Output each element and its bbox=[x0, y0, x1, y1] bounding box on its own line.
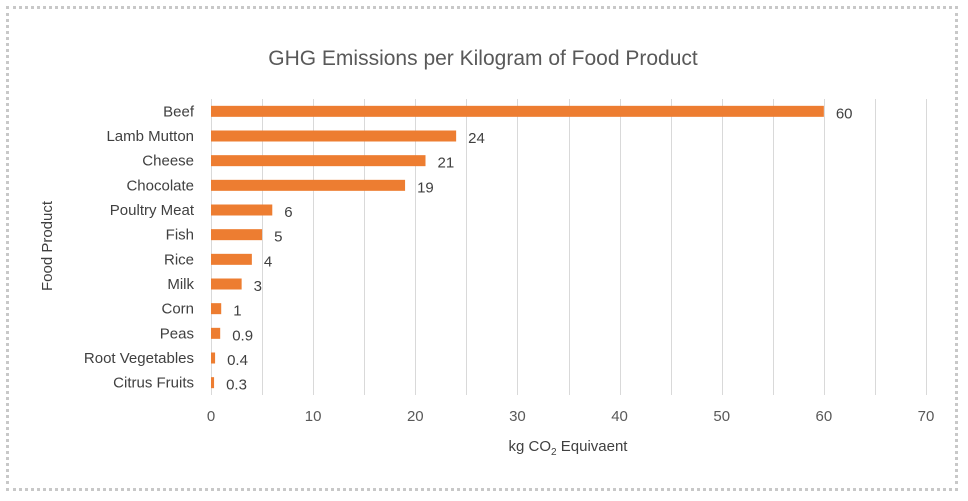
category-label: Citrus Fruits bbox=[113, 375, 194, 392]
category-label: Cheese bbox=[142, 153, 194, 170]
bar bbox=[211, 155, 426, 167]
bar bbox=[211, 352, 216, 364]
data-label: 21 bbox=[438, 155, 455, 172]
data-label: 5 bbox=[274, 229, 282, 246]
data-label: 4 bbox=[264, 253, 272, 270]
bar bbox=[211, 204, 273, 216]
category-label: Milk bbox=[167, 276, 194, 293]
data-label: 24 bbox=[468, 130, 485, 147]
data-label: 0.3 bbox=[226, 377, 247, 394]
bars bbox=[211, 105, 824, 389]
data-label: 0.9 bbox=[232, 327, 253, 344]
y-axis-title: Food Product bbox=[39, 200, 56, 291]
x-axis-title-pre: kg CO bbox=[509, 438, 552, 455]
bar bbox=[211, 130, 457, 142]
bar bbox=[211, 377, 215, 389]
category-label: Corn bbox=[161, 301, 194, 318]
x-tick-label: 50 bbox=[713, 408, 730, 425]
data-label: 1 bbox=[233, 303, 241, 320]
data-label: 3 bbox=[254, 278, 262, 295]
x-axis-title: kg CO2 Equivaent bbox=[509, 438, 629, 458]
bar bbox=[211, 253, 252, 265]
category-label: Peas bbox=[160, 325, 194, 342]
chart-frame bbox=[6, 6, 958, 491]
data-label: 60 bbox=[836, 105, 853, 122]
x-tick-label: 20 bbox=[407, 408, 424, 425]
x-tick-label: 10 bbox=[305, 408, 322, 425]
x-tick-label: 60 bbox=[816, 408, 833, 425]
x-tick-label: 40 bbox=[611, 408, 628, 425]
category-label: Root Vegetables bbox=[84, 350, 194, 367]
chart-title: GHG Emissions per Kilogram of Food Produ… bbox=[268, 47, 698, 70]
bar bbox=[211, 229, 263, 241]
x-tick-label: 30 bbox=[509, 408, 526, 425]
category-label: Poultry Meat bbox=[110, 202, 195, 219]
bar bbox=[211, 327, 221, 339]
x-axis-title-sub: 2 bbox=[551, 447, 557, 458]
category-label: Beef bbox=[163, 103, 195, 120]
data-label: 6 bbox=[284, 204, 292, 221]
bar bbox=[211, 179, 406, 191]
bar bbox=[211, 278, 242, 290]
x-tick-label: 70 bbox=[918, 408, 935, 425]
category-labels: Beef Lamb Mutton Cheese Chocolate Poultry Me… bbox=[84, 103, 195, 391]
x-axis-title-post: Equivaent bbox=[557, 438, 629, 455]
category-label: Fish bbox=[166, 227, 194, 244]
bar bbox=[211, 105, 824, 117]
gridlines bbox=[211, 99, 927, 395]
category-label: Lamb Mutton bbox=[106, 128, 194, 145]
category-label: Chocolate bbox=[126, 177, 194, 194]
x-tick-labels: 0 10 20 30 40 50 60 70 bbox=[207, 408, 935, 425]
data-label: 19 bbox=[417, 179, 434, 196]
data-label: 0.4 bbox=[227, 352, 248, 369]
bar bbox=[211, 303, 222, 315]
x-tick-label: 0 bbox=[207, 408, 215, 425]
category-label: Rice bbox=[164, 251, 194, 268]
